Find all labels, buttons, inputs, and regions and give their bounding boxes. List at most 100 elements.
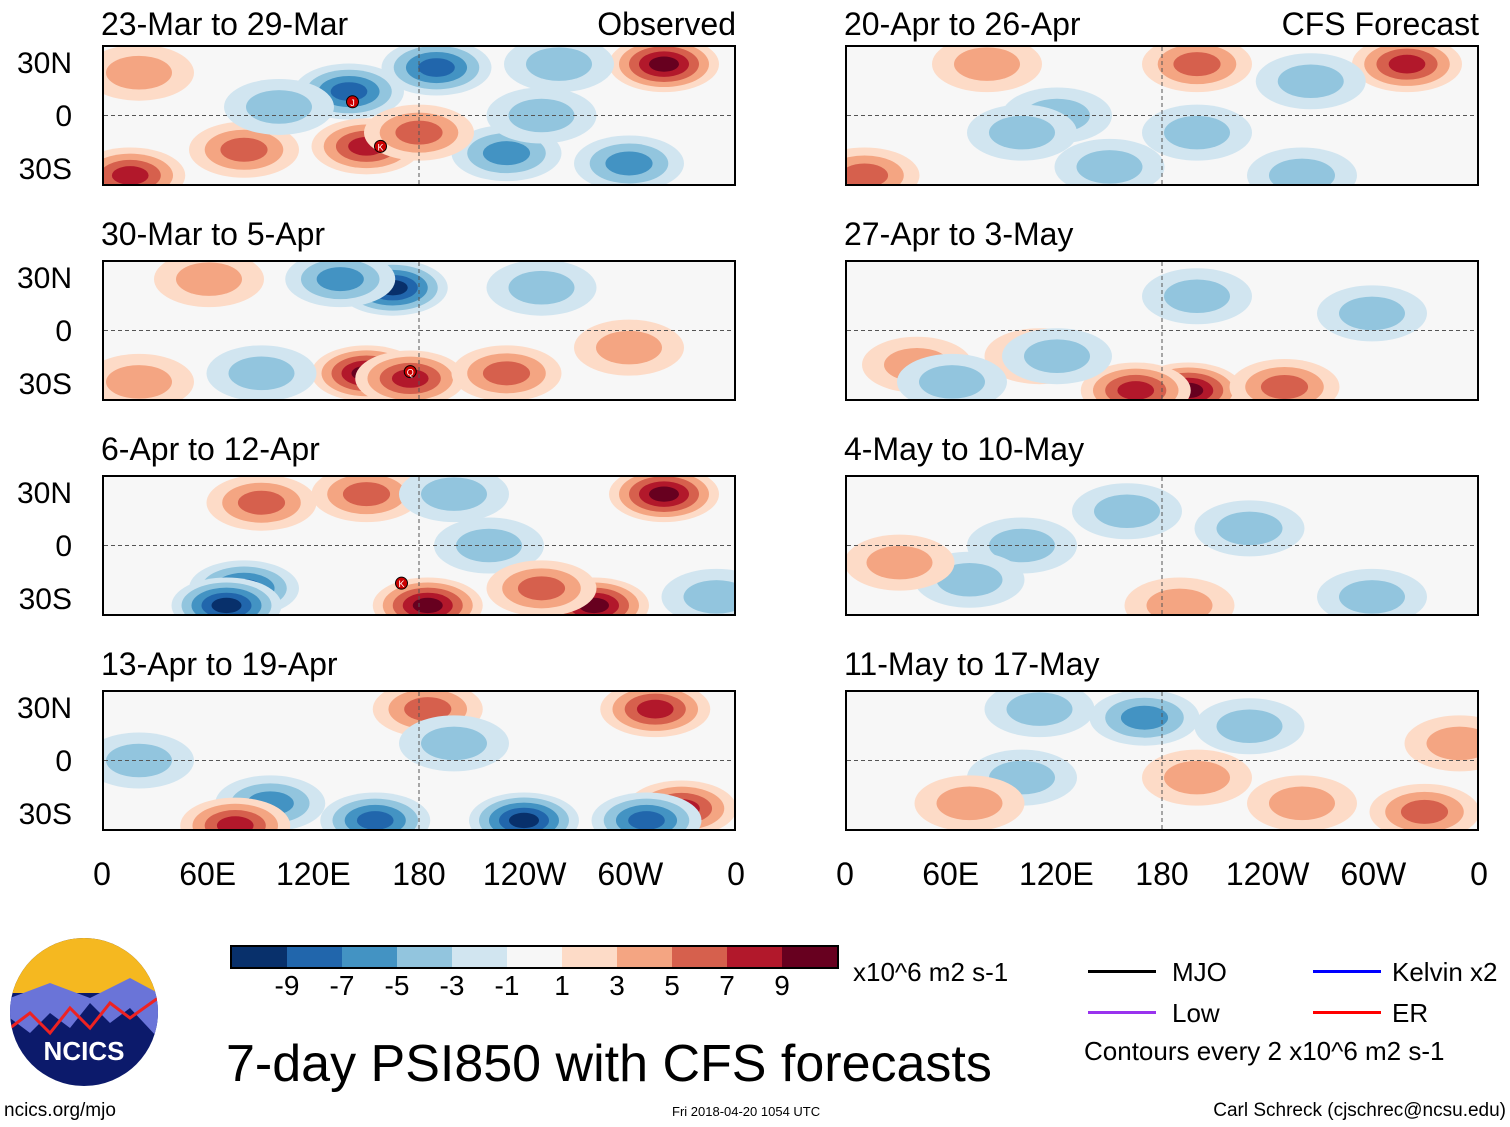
- anomaly-contour: [517, 576, 566, 601]
- anomaly-contour: [605, 151, 653, 176]
- anomaly-contour: [919, 365, 985, 399]
- map-panel: [845, 690, 1479, 831]
- lon-label: 0: [93, 856, 111, 892]
- colorbar-swatch: [507, 947, 562, 967]
- storm-label: J: [350, 98, 355, 108]
- map-panel: K: [102, 475, 736, 616]
- lon-label: 60E: [922, 856, 980, 892]
- anomaly-contour: [316, 267, 364, 292]
- anomaly-contour: [106, 55, 172, 90]
- panel-title: 23-Mar to 29-Mar: [101, 6, 349, 42]
- lat-label: 30S: [18, 368, 72, 401]
- anomaly-contour: [649, 56, 679, 72]
- lat-label: 0: [55, 745, 72, 778]
- legend-kelvin: Kelvin x2: [1392, 957, 1498, 987]
- anomaly-contour: [989, 115, 1055, 150]
- colorbar-swatch: [782, 947, 837, 967]
- colorbar: [230, 945, 839, 969]
- colorbar-label: 5: [664, 970, 680, 1001]
- colorbar-label: -5: [384, 970, 410, 1001]
- storm-marker: [346, 95, 359, 109]
- anomaly-contour: [418, 58, 455, 77]
- lat-label: 30N: [16, 692, 72, 725]
- legend-line-er: [1313, 1011, 1381, 1014]
- lon-label: 180: [392, 856, 446, 892]
- lat-label: 0: [55, 100, 72, 133]
- colorbar-label: -1: [494, 970, 520, 1001]
- storm-marker: [395, 576, 408, 590]
- anomaly-contour: [1400, 799, 1449, 824]
- anomaly-contour: [404, 697, 452, 722]
- anomaly-contour: [847, 163, 889, 184]
- anomaly-contour: [936, 786, 1003, 821]
- anomaly-contour: [1260, 375, 1309, 399]
- anomaly-contour: [482, 141, 531, 166]
- anomaly-contour: [508, 270, 575, 305]
- lon-label: 0: [836, 856, 854, 892]
- anomaly-contour: [216, 816, 254, 829]
- colorbar-label: -7: [329, 970, 355, 1001]
- panel-title: 27-Apr to 3-May: [844, 216, 1074, 252]
- legend-line-mjo: [1088, 970, 1156, 973]
- colorbar-swatch: [287, 947, 342, 967]
- anomaly-contour: [1173, 52, 1221, 77]
- anomaly-contour: [356, 811, 394, 829]
- ncics-logo: NCICS: [10, 938, 158, 1086]
- anomaly-contour: [106, 365, 172, 399]
- colorbar-label: 3: [609, 970, 625, 1001]
- anomaly-contour: [954, 47, 1020, 81]
- timestamp: Fri 2018-04-20 1054 UTC: [672, 1104, 821, 1119]
- map-panel: [845, 45, 1479, 186]
- storm-label: K: [398, 579, 404, 589]
- storm-marker: [374, 139, 387, 153]
- anomaly-contour: [683, 580, 734, 614]
- anomaly-contour: [1269, 158, 1335, 184]
- anomaly-contour: [509, 812, 539, 829]
- anomaly-contour: [526, 47, 592, 81]
- lat-label: 0: [55, 530, 72, 563]
- anomaly-contour: [1006, 692, 1073, 726]
- map-panel: [102, 690, 736, 831]
- lon-label: 60W: [597, 856, 664, 892]
- lon-label: 180: [1135, 856, 1189, 892]
- panel-title: 6-Apr to 12-Apr: [101, 431, 320, 467]
- storm-marker: [403, 365, 417, 379]
- lon-label: 60E: [179, 856, 237, 892]
- anomaly-contour: [220, 137, 268, 162]
- anomaly-contour: [1216, 709, 1283, 744]
- legend-mjo: MJO: [1172, 957, 1227, 987]
- panel-title: 13-Apr to 19-Apr: [101, 646, 338, 682]
- colorbar-swatch: [232, 947, 287, 967]
- observed-label: Observed: [597, 6, 736, 42]
- colorbar-swatch: [342, 947, 397, 967]
- anomaly-contour: [1277, 64, 1344, 99]
- anomaly-contour: [421, 477, 487, 511]
- legend-line-low: [1088, 1011, 1156, 1014]
- colorbar-swatch: [672, 947, 727, 967]
- colorbar-swatch: [727, 947, 782, 967]
- anomaly-contour: [1146, 588, 1213, 614]
- lat-label: 30S: [18, 583, 72, 616]
- anomaly-contour: [1120, 705, 1169, 730]
- lat-label: 30N: [16, 47, 72, 80]
- anomaly-contour: [228, 356, 295, 391]
- anomaly-contour: [1388, 54, 1426, 74]
- storm-label: K: [377, 142, 383, 152]
- colorbar-swatch: [617, 947, 672, 967]
- lat-label: 30N: [16, 262, 72, 295]
- anomaly-contour: [1339, 296, 1405, 331]
- anomaly-contour: [342, 482, 391, 507]
- anomaly-contour: [421, 726, 487, 761]
- colorbar-label: -3: [439, 970, 465, 1001]
- colorbar-swatch: [452, 947, 507, 967]
- colorbar-label: 1: [554, 970, 570, 1001]
- colorbar-swatch: [397, 947, 452, 967]
- lon-label: 120W: [1225, 856, 1310, 892]
- anomaly-contour: [1094, 494, 1160, 529]
- site-link[interactable]: ncics.org/mjo: [4, 1100, 116, 1121]
- anomaly-contour: [1164, 279, 1230, 314]
- lon-label: 120E: [275, 856, 351, 892]
- lon-label: 0: [1470, 856, 1488, 892]
- anomaly-contour: [1216, 511, 1283, 546]
